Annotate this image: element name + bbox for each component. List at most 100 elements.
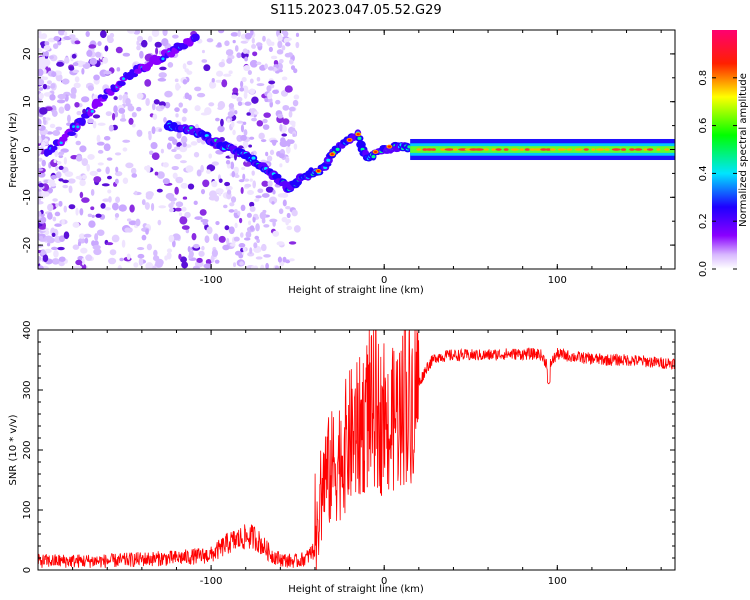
spectral-speckle [217,106,224,111]
spectral-speckle [187,94,192,101]
y-tick-label: 100 [22,500,33,519]
spectral-speckle [175,201,184,208]
spectral-speckle [248,88,256,95]
spectral-speckle [43,45,51,51]
spectral-speckle [249,201,255,207]
carrier-band-core [611,148,621,151]
spectral-speckle [101,183,110,187]
spectral-speckle [88,220,96,228]
spectral-speckle [156,171,165,179]
spectral-speckle [181,225,190,230]
spectral-speckle [191,232,197,241]
spectral-speckle [144,79,152,87]
spectral-speckle [71,40,75,45]
spectral-speckle [158,205,167,209]
spectral-speckle [38,87,44,91]
spectral-ridge-core [161,57,165,61]
spectral-speckle [244,32,252,40]
spectral-ridge-core [72,125,76,129]
spectral-speckle [93,74,100,81]
carrier-band-core [591,148,596,151]
spectral-speckle [38,146,42,155]
spectral-speckle [288,110,293,118]
y-tick-label: 0 [22,567,33,573]
spectral-speckle [90,188,95,196]
spectral-speckle [151,126,156,135]
spectral-speckle [251,117,258,122]
carrier-band-core [656,148,661,151]
spectral-speckle [87,118,94,124]
spectral-speckle [261,193,270,198]
carrier-band-core [540,148,547,151]
spectral-speckle [164,101,171,109]
spectral-speckle [266,38,271,46]
spectral-speckle [253,111,259,115]
spectral-speckle [244,101,252,106]
spectral-speckle [285,206,291,210]
spectral-speckle [258,132,265,140]
spectral-ridge-mark [67,131,76,137]
spectral-speckle [248,144,253,148]
spectral-speckle [288,106,296,112]
spectral-speckle [262,124,270,130]
spectral-speckle [64,103,71,112]
spectral-speckle [141,234,147,241]
x-tick-label: 0 [381,576,387,587]
spectral-speckle [140,39,148,48]
spectral-speckle [79,191,84,199]
spectral-speckle [128,117,134,125]
spectral-speckle [203,263,212,269]
spectral-ridge-mark [117,80,126,87]
spectral-speckle [252,216,256,223]
spectral-speckle [74,76,80,83]
spectral-speckle [152,265,157,269]
spectral-speckle [282,118,290,125]
spectral-speckle [223,73,232,77]
spectral-speckle [125,162,134,169]
spectral-speckle [73,265,83,269]
spectral-speckle [255,223,260,232]
spectral-speckle [118,204,127,212]
spectral-speckle [229,153,236,159]
spectral-speckle [288,241,297,245]
spectral-speckle [162,178,170,185]
spectral-speckle [178,102,183,108]
spectral-speckle [251,44,257,49]
spectral-speckle [38,210,42,217]
spectral-speckle [131,173,138,178]
spectral-speckle [237,30,241,38]
spectral-speckle [278,59,284,64]
spectral-speckle [158,72,167,78]
spectral-speckle [272,89,279,94]
spectral-speckle [254,198,260,202]
spectral-ridge-core [121,77,126,81]
spectral-speckle [278,208,284,215]
spectral-speckle [232,39,236,44]
spectral-speckle [46,80,52,85]
spectral-speckle [96,229,105,237]
carrier-band-core [495,148,502,151]
spectral-speckle [234,222,238,229]
spectral-speckle [200,218,209,223]
carrier-band-core [510,148,520,151]
spectral-speckle [148,132,152,141]
carrier-band-core [574,148,583,151]
spectral-speckle [255,256,263,260]
spectral-speckle [242,121,247,125]
spectral-speckle [238,179,245,183]
spectral-speckle [275,265,280,269]
carrier-band-core [431,148,436,151]
y-tick-label: -10 [22,189,33,205]
spectral-speckle [249,178,253,182]
spectral-speckle [244,56,248,62]
spectral-speckle [156,188,163,193]
spectral-speckle [58,235,66,242]
spectral-speckle [272,230,280,237]
spectral-speckle [246,212,252,218]
spectral-speckle [193,151,200,158]
spectral-speckle [84,237,89,244]
spectral-speckle [85,254,93,261]
spectral-speckle [209,190,217,198]
spectral-speckle [74,101,80,108]
spectral-speckle [94,233,99,242]
